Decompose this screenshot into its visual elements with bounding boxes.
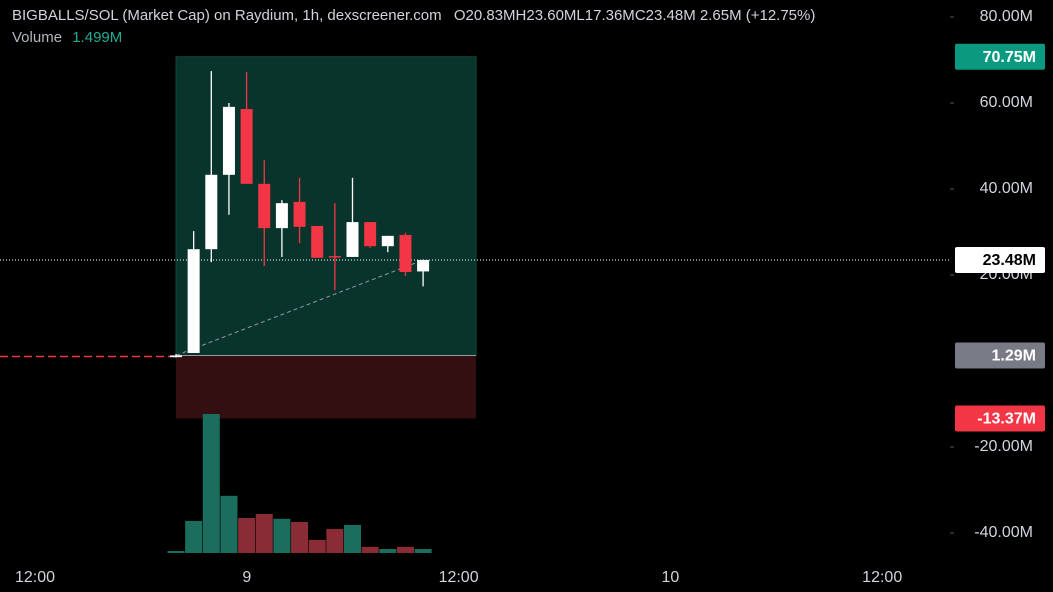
candle-body bbox=[311, 225, 324, 258]
candle-body bbox=[240, 109, 253, 184]
legend-value: 20.83M bbox=[465, 7, 516, 24]
volume-line: Volume 1.499M bbox=[12, 27, 815, 49]
target-zone bbox=[175, 56, 477, 356]
volume-bar bbox=[167, 550, 185, 553]
volume-bar bbox=[220, 495, 238, 553]
volume-bar bbox=[273, 518, 291, 553]
price-badge bbox=[955, 247, 1045, 274]
legend-value: 17.36M bbox=[584, 7, 635, 24]
volume-bar bbox=[308, 539, 326, 553]
x-tick-label: 10 bbox=[662, 569, 680, 586]
price-badge bbox=[955, 405, 1045, 432]
volume-bar bbox=[414, 548, 432, 553]
candle-body bbox=[222, 106, 235, 175]
candle-body bbox=[293, 201, 306, 227]
y-tick-label: -20.00M bbox=[974, 438, 1033, 455]
change: 2.65M (+12.75%) bbox=[699, 7, 816, 24]
y-tick-label: 40.00M bbox=[980, 180, 1033, 197]
header: BIGBALLS/SOL (Market Cap) on Raydium, 1h… bbox=[12, 5, 815, 49]
price-badge-label: 1.29M bbox=[992, 348, 1036, 365]
volume-bar bbox=[396, 546, 414, 553]
title-line: BIGBALLS/SOL (Market Cap) on Raydium, 1h… bbox=[12, 5, 815, 27]
volume-bar bbox=[238, 517, 256, 553]
legend-key: L bbox=[576, 7, 585, 24]
candle-body bbox=[258, 183, 271, 229]
x-tick-label: 12:00 bbox=[439, 569, 479, 586]
legend-key: C bbox=[634, 7, 646, 24]
x-tick-label: 12:00 bbox=[862, 569, 902, 586]
volume-bar bbox=[344, 524, 361, 553]
price-badge-label: 70.75M bbox=[983, 49, 1036, 66]
y-tick-label: 60.00M bbox=[980, 94, 1033, 111]
price-badge-label: 23.48M bbox=[983, 252, 1036, 269]
legend: O20.83MH23.60ML17.36MC23.48M bbox=[454, 7, 696, 24]
price-badge-label: -13.37M bbox=[977, 411, 1036, 428]
volume-label: Volume bbox=[12, 29, 63, 46]
legend-value: 23.48M bbox=[645, 7, 696, 24]
candle-body bbox=[399, 234, 412, 272]
candle-body bbox=[205, 174, 218, 250]
candle-body bbox=[381, 235, 394, 247]
candle-body bbox=[170, 355, 182, 358]
legend-value: 23.60M bbox=[526, 7, 577, 24]
volume-bar bbox=[255, 513, 273, 553]
legend-key: H bbox=[515, 7, 527, 24]
volume-bar bbox=[361, 546, 379, 553]
volume-bar bbox=[326, 528, 344, 553]
volume-bar bbox=[185, 520, 203, 553]
candle-body bbox=[187, 249, 200, 353]
price-badge bbox=[955, 43, 1045, 70]
volume-bar bbox=[202, 414, 220, 553]
x-tick-label: 9 bbox=[242, 569, 251, 586]
stop-zone bbox=[176, 355, 477, 419]
volume-bar bbox=[379, 548, 397, 553]
volume-bar bbox=[291, 521, 309, 553]
legend-key: O bbox=[453, 7, 466, 24]
candle-body bbox=[328, 256, 341, 258]
candle-body bbox=[275, 203, 288, 229]
y-tick-label: 80.00M bbox=[980, 8, 1033, 25]
candle-body bbox=[417, 260, 430, 272]
price-badge bbox=[955, 342, 1045, 369]
y-tick-label: -40.00M bbox=[974, 524, 1033, 541]
candle-body bbox=[364, 222, 377, 247]
volume-value: 1.499M bbox=[72, 29, 123, 46]
trend-line bbox=[175, 259, 424, 356]
x-tick-label: 12:00 bbox=[15, 569, 55, 586]
candle-body bbox=[346, 222, 359, 257]
title: BIGBALLS/SOL (Market Cap) on Raydium, 1h… bbox=[12, 7, 442, 24]
